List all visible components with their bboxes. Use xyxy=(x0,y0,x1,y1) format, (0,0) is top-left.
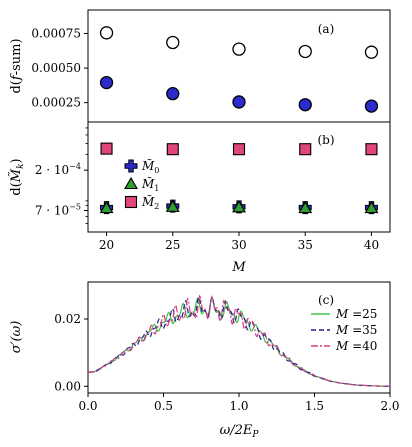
panel-a-y-ticks: 0.00025 0.00050 0.00075 xyxy=(31,27,88,110)
panel-c-legend-label: M =35 xyxy=(335,323,377,337)
panel-c-x-axis-label: ω/2EP xyxy=(220,423,260,440)
panel-a-point-series-0 xyxy=(232,42,246,56)
panel-b-point-series-1 xyxy=(232,200,246,213)
panel-b-legend-label: M̃2 xyxy=(141,194,159,211)
panel-c-y-ticks: 0.00 0.02 xyxy=(54,312,88,393)
panel-b-legend-marker xyxy=(124,195,138,209)
panel-c-legend-label: M =40 xyxy=(335,339,377,353)
panel-a-y-tick-label: 0.00025 xyxy=(31,96,81,110)
panel-a-point-series-0 xyxy=(298,44,312,59)
panel-b-legend-label: M̃1 xyxy=(141,176,159,193)
panel-c-series-line xyxy=(87,294,391,387)
panel-b-y-tick-label: 2 · 10−4 xyxy=(35,162,81,177)
panel-a-point-series-1 xyxy=(364,99,379,113)
panel-a-y-tick-label: 0.00050 xyxy=(31,61,81,75)
panel-c-y-tick-label: 0.02 xyxy=(54,312,81,326)
panel-a-y-tick-label: 0.00075 xyxy=(31,27,81,41)
panel-c-legend: M =25 M =35 M =40 xyxy=(311,307,377,353)
panel-a-label: (a) xyxy=(318,22,335,36)
panel-a-point-series-1 xyxy=(232,95,246,109)
panel-a-y-axis-label: d(f-sum) xyxy=(9,38,24,93)
panel-c-label: (c) xyxy=(318,293,334,307)
panel-b-x-ticks: 20 25 30 35 40 xyxy=(99,232,379,252)
panel-c-x-tick-label: 0.5 xyxy=(154,399,173,413)
panel-c-y-tick-label: 0.00 xyxy=(54,379,81,393)
panel-a-point-series-1 xyxy=(298,98,312,112)
panel-b-x-axis-label: M xyxy=(231,260,246,275)
panel-a: 0.00025 0.00050 0.00075 (a) d(f-sum) xyxy=(9,9,391,123)
panel-b-x-tick-label: 30 xyxy=(231,238,246,252)
panel-c-y-axis-label: σ′(ω) xyxy=(9,321,24,354)
panel-b-frame xyxy=(87,121,391,233)
panel-b-point-series-1 xyxy=(364,200,379,214)
panel-b-point-series-1 xyxy=(298,200,313,214)
panel-c-x-ticks: 0.0 0.5 1.0 1.5 2.0 xyxy=(78,393,400,413)
panel-b-y-axis-label: d(M̃k) xyxy=(8,158,26,195)
panel-a-point-series-0 xyxy=(364,45,379,59)
panel-b-point-series-1 xyxy=(99,200,114,214)
panel-b-marks xyxy=(99,142,379,215)
panel-b-point-series-2 xyxy=(100,142,113,155)
panel-b-point-series-2 xyxy=(166,143,179,156)
panel-c-x-tick-label: 1.5 xyxy=(305,399,324,413)
panel-c-legend-label: M =25 xyxy=(335,307,377,321)
panel-b-point-series-2 xyxy=(232,143,246,156)
panel-a-point-series-0 xyxy=(99,26,114,40)
panel-c: 0.00 0.02 0.0 0.5 1.0 1.5 2.0 (c) ω/2EP σ′(ω)… xyxy=(9,281,400,440)
panel-b-x-tick-label: 25 xyxy=(165,238,180,252)
panel-b-x-tick-label: 40 xyxy=(364,238,379,252)
panel-b-y-ticks: 7 · 10−5 2 · 10−4 xyxy=(35,127,88,224)
panel-b-point-series-1 xyxy=(165,199,180,212)
panel-b-point-series-2 xyxy=(365,143,378,156)
panel-c-x-tick-label: 0.0 xyxy=(78,399,97,413)
panel-b-x-tick-label: 20 xyxy=(99,238,114,252)
panel-a-point-series-1 xyxy=(166,87,180,101)
panel-a-point-series-0 xyxy=(166,35,180,50)
panel-c-x-tick-label: 1.0 xyxy=(229,399,248,413)
panel-b-label: (b) xyxy=(317,133,334,147)
panel-b-x-tick-label: 35 xyxy=(298,238,313,252)
panel-c-frame xyxy=(87,281,391,394)
panel-b-legend-marker xyxy=(124,159,138,173)
panel-c-x-tick-label: 2.0 xyxy=(380,399,399,413)
panel-b-point-series-2 xyxy=(299,143,312,156)
panel-b-legend-marker xyxy=(124,176,138,190)
panel-b: 7 · 10−5 2 · 10−4 20 25 30 35 40 (b) M d(M̃k)… xyxy=(8,121,391,275)
panel-a-point-series-1 xyxy=(99,75,114,90)
panel-b-y-tick-label: 7 · 10−5 xyxy=(35,202,81,217)
panel-c-lines xyxy=(87,294,391,387)
panel-a-marks xyxy=(99,26,379,113)
panel-b-legend-label: M̃0 xyxy=(141,158,159,175)
panel-b-legend: M̃0M̃1M̃2 xyxy=(124,158,159,211)
